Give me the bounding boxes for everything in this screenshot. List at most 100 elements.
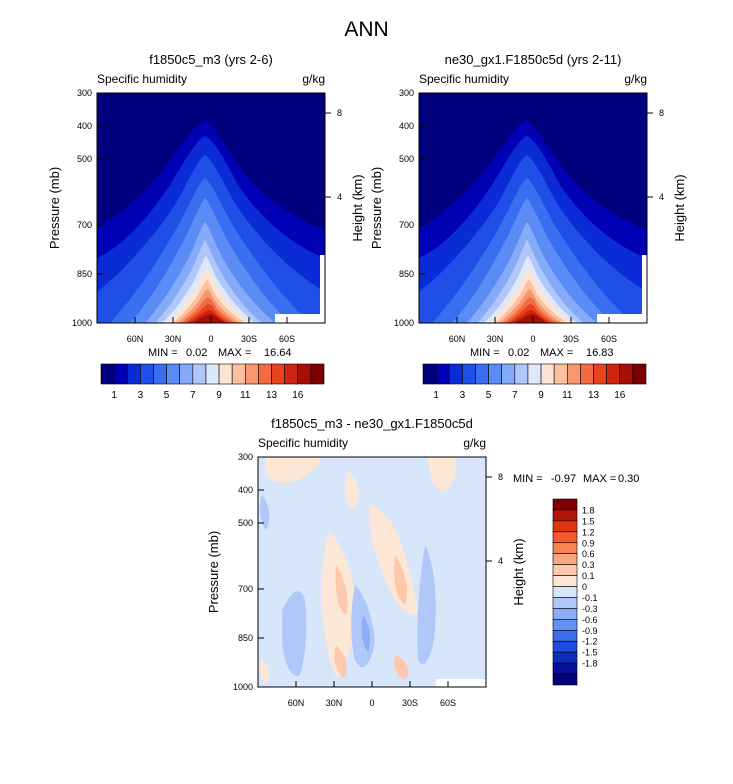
colorbar-swatch — [153, 363, 167, 385]
y-tick-label: 400 — [77, 121, 92, 131]
x-tick-label: 30S — [402, 698, 418, 708]
colorbar-swatch — [514, 363, 529, 385]
colorbar-label: 11 — [562, 390, 573, 401]
colorbar-label: 5 — [486, 390, 492, 401]
colorbar-horizontal: 1 3 5 7 9 11 13 16 — [422, 363, 647, 401]
contour-band — [334, 645, 347, 678]
y2-tick-label: 4 — [337, 192, 342, 202]
colorbar-swatch — [593, 363, 607, 385]
colorbar-label: 0.3 — [582, 560, 595, 570]
x-tick-label: 30S — [241, 334, 257, 344]
colorbar-swatch — [271, 363, 285, 385]
colorbar-swatch — [140, 363, 154, 385]
contour-band — [335, 565, 348, 615]
contour-band — [265, 457, 322, 483]
colorbar-swatch — [297, 363, 312, 385]
x-tick-label: 60S — [279, 334, 295, 344]
y-tick-label: 1000 — [72, 318, 92, 328]
colorbar-swatch — [552, 619, 578, 631]
missing-data-region — [597, 314, 647, 323]
colorbar-label: 11 — [240, 390, 251, 401]
colorbar-horizontal: 1 3 5 7 9 11 13 16 — [100, 363, 325, 401]
panel-difference: f1850c5_m3 - ne30_gx1.F1850c5d Specific … — [206, 416, 639, 708]
colorbar-label: -0.3 — [582, 604, 598, 614]
x-tick-label: 60N — [288, 698, 305, 708]
colorbar-label: 13 — [266, 390, 278, 401]
contour-band — [428, 457, 456, 492]
variable-label: Specific humidity — [258, 436, 348, 450]
missing-data-region — [436, 679, 486, 687]
x-tick-label: 0 — [208, 334, 213, 344]
y-axis-label: Pressure (mb) — [206, 531, 221, 613]
colorbar-label: 0 — [582, 582, 587, 592]
colorbar-label: 5 — [164, 390, 170, 401]
colorbar-swatch — [552, 586, 578, 598]
min-label: MIN = — [148, 347, 178, 359]
colorbar-label: -0.1 — [582, 593, 598, 603]
colorbar-swatch — [552, 673, 578, 686]
x-tick-label: 60S — [601, 334, 617, 344]
contour-band — [282, 591, 307, 676]
colorbar-label: -0.6 — [582, 615, 598, 625]
y-tick-label: 700 — [238, 584, 253, 594]
panel-title: f1850c5_m3 - ne30_gx1.F1850c5d — [271, 416, 473, 431]
colorbar-label: 1 — [433, 390, 439, 401]
min-value: 0.02 — [186, 347, 207, 359]
colorbar-swatch — [552, 509, 578, 522]
colorbar-swatch — [566, 363, 581, 385]
variable-label: Specific humidity — [419, 72, 509, 86]
colorbar-swatch — [552, 575, 578, 587]
colorbar-swatch — [448, 363, 463, 385]
y2-tick-label: 8 — [337, 108, 342, 118]
colorbar-label: 16 — [292, 390, 304, 401]
y-axis-label: Pressure (mb) — [369, 167, 384, 249]
x-tick-label: 30N — [326, 698, 343, 708]
max-value: 16.83 — [586, 347, 614, 359]
colorbar-swatch — [552, 651, 578, 664]
colorbar-swatch — [552, 608, 578, 620]
variable-label: Specific humidity — [97, 72, 187, 86]
missing-data-region — [275, 314, 325, 323]
colorbar-swatch — [552, 531, 578, 544]
colorbar-label: -1.5 — [582, 648, 598, 658]
colorbar-swatch — [619, 363, 634, 385]
y-tick-label: 400 — [399, 121, 414, 131]
colorbar-swatch — [205, 363, 220, 385]
colorbar-swatch — [552, 553, 578, 565]
colorbar-swatch — [244, 363, 259, 385]
y-tick-label: 300 — [238, 452, 253, 462]
y-axis-label: Pressure (mb) — [47, 167, 62, 249]
x-tick-label: 60S — [440, 698, 456, 708]
colorbar-swatch — [218, 363, 233, 385]
colorbar-swatch — [552, 498, 578, 511]
colorbar-label: 0.6 — [582, 549, 595, 559]
colorbar-label: 7 — [190, 390, 196, 401]
x-tick-label: 30N — [165, 334, 182, 344]
colorbar-swatch — [475, 363, 489, 385]
panel-title: ne30_gx1.F1850c5d (yrs 2-11) — [445, 52, 622, 67]
colorbar-vertical: 1.81.51.20.90.60.30.10-0.1-0.3-0.6-0.9-1… — [552, 498, 598, 686]
contour-band — [192, 314, 225, 323]
colorbar-label: 9 — [538, 390, 544, 401]
y-tick-label: 1000 — [394, 318, 414, 328]
colorbar-swatch — [284, 363, 299, 385]
colorbar-swatch — [422, 363, 437, 385]
colorbar-label: 1.8 — [582, 505, 595, 515]
colorbar-swatch — [488, 363, 503, 385]
y-tick-label: 500 — [77, 154, 92, 164]
panel-control: f1850c5_m3 (yrs 2-6) Specific humidity g… — [47, 52, 365, 401]
contour-band — [344, 470, 359, 508]
colorbar-swatch — [552, 564, 578, 576]
colorbar-label: 0.1 — [582, 571, 595, 581]
colorbar-label: 1 — [111, 390, 117, 401]
colorbar-label: 7 — [512, 390, 518, 401]
max-label: MAX = — [583, 473, 616, 485]
x-tick-label: 60N — [127, 334, 144, 344]
y2-tick-label: 4 — [498, 556, 503, 566]
y-tick-label: 850 — [399, 269, 414, 279]
colorbar-swatch — [126, 363, 141, 385]
y2-axis-label: Height (km) — [511, 538, 526, 605]
colorbar-swatch — [606, 363, 621, 385]
x-tick-label: 30N — [487, 334, 504, 344]
